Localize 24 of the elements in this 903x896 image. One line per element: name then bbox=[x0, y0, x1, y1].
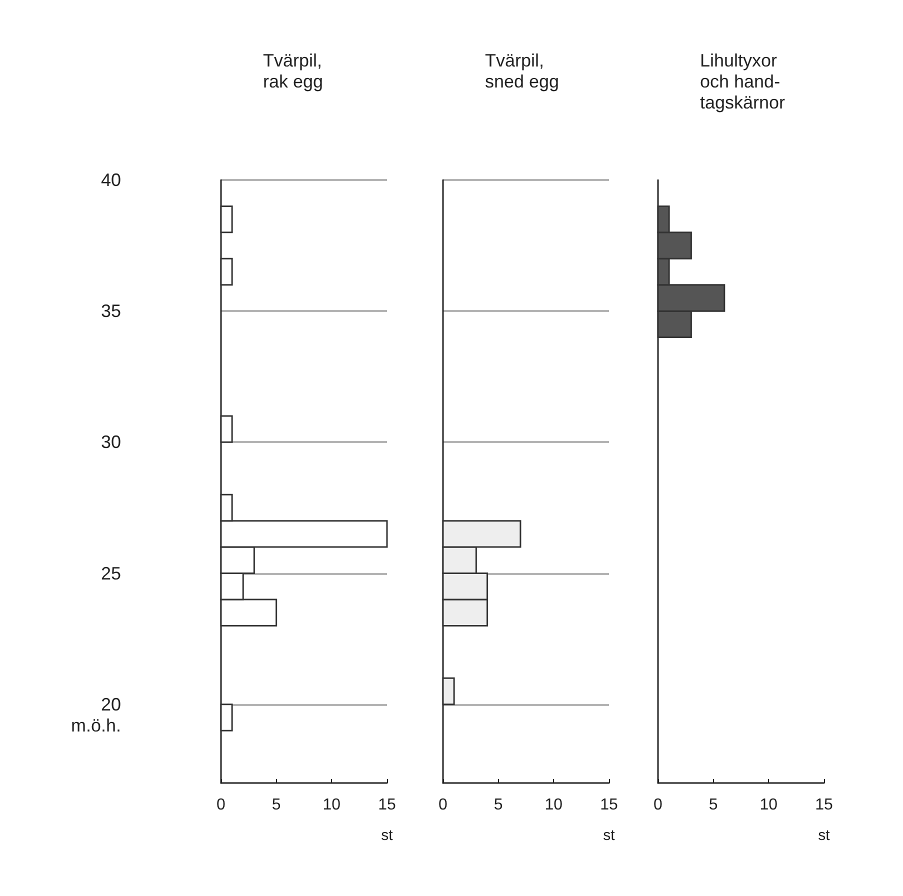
y-tick-label: 30 bbox=[100, 432, 121, 452]
x-tick-label: 10 bbox=[322, 796, 341, 814]
x-tick-label: 15 bbox=[815, 796, 833, 814]
chart-title: Tvärpil, sned egg bbox=[485, 50, 560, 92]
x-tick-label: 5 bbox=[272, 796, 281, 814]
y-tick-label: 35 bbox=[100, 301, 121, 322]
y-tick-label: 20 bbox=[100, 694, 121, 714]
chart-title: Tvärpil, rak egg bbox=[263, 50, 324, 92]
y-tick-label: 40 bbox=[100, 170, 121, 190]
x-axis-title: st bbox=[603, 827, 616, 844]
x-axis-title: st bbox=[381, 827, 394, 844]
x-tick-label: 0 bbox=[216, 796, 226, 814]
y-tick-label: 25 bbox=[100, 563, 121, 584]
chart-title: Lihultyxor och hand- tagskärnor bbox=[700, 50, 786, 112]
x-tick-label: 5 bbox=[708, 796, 718, 814]
x-tick-label: 10 bbox=[544, 796, 563, 814]
x-tick-label: 15 bbox=[378, 796, 396, 814]
x-tick-label: 15 bbox=[600, 796, 618, 814]
x-tick-label: 0 bbox=[438, 796, 448, 814]
y-axis-title: m.ö.h. bbox=[70, 715, 121, 736]
x-tick-label: 0 bbox=[654, 796, 663, 814]
x-tick-label: 10 bbox=[760, 796, 778, 814]
x-tick-label: 5 bbox=[494, 796, 503, 814]
x-axis-title: st bbox=[818, 827, 831, 844]
